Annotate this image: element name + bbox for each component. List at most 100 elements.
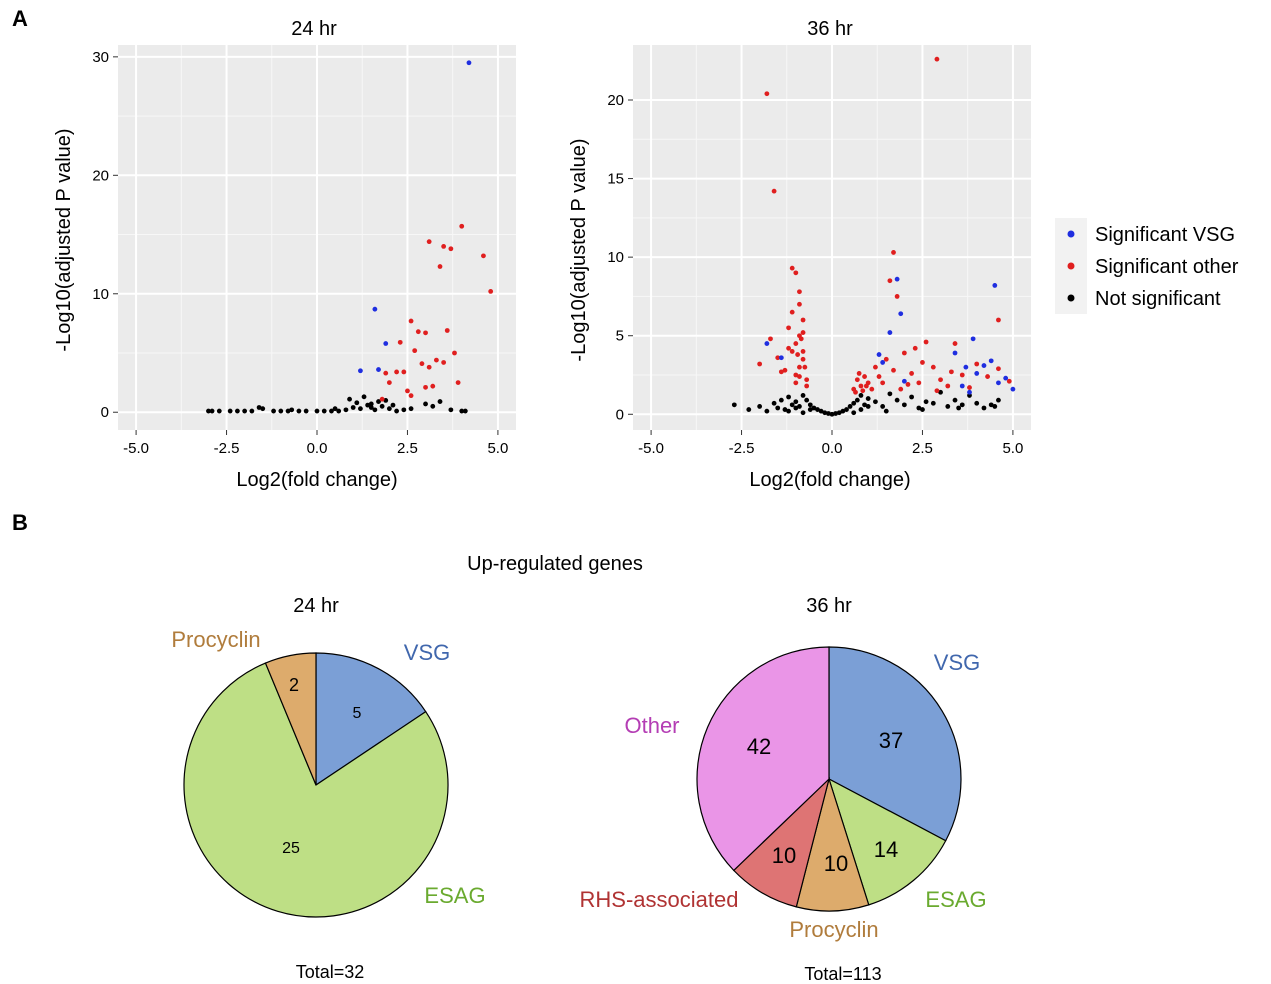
volcano-36hr-point-significant-other [891,250,896,255]
volcano-24hr-point-not-significant [271,408,276,414]
volcano-24hr-point-significant-other [441,360,447,365]
volcano-36hr-point-significant-other [876,374,882,379]
volcano-36hr-point-significant-other [789,309,795,315]
volcano-36hr-point-significant-other [793,270,799,276]
volcano-36hr-point-significant-other [952,341,958,346]
volcano-36hr-point-significant-other [800,330,806,335]
volcano-36hr-point-not-significant [851,400,857,406]
volcano-36hr-point-significant-vsg [764,341,770,346]
volcano-24hr-point-not-significant [368,401,374,407]
volcano-36hr-point-significant-other [883,356,889,362]
volcano-24hr-point-significant-other [408,318,414,324]
volcano-24hr-xtick-label: -2.5 [214,440,240,457]
volcano-36hr-point-significant-other [887,278,893,284]
volcano-24hr-point-significant-other [459,223,465,229]
volcano-24hr-point-not-significant [379,403,385,409]
volcano-24hr-point-significant-other [408,393,414,399]
volcano-36hr-point-not-significant [865,396,871,401]
volcano-36hr-point-significant-vsg [1003,375,1009,381]
volcano-36hr-point-significant-vsg [887,330,893,335]
volcano-36hr-point-not-significant [807,402,813,408]
volcano-36hr-point-significant-other [771,188,777,194]
volcano-36hr-point-not-significant [807,407,813,412]
pie-24hr-label-procyclin: Procyclin [171,627,260,652]
volcano-36hr-points [731,56,1016,417]
volcano-36hr-xtick-label: 2.5 [912,440,933,457]
volcano-36hr-point-not-significant [836,410,842,416]
volcano-24hr-point-not-significant [332,406,338,412]
volcano-36hr-point-significant-other [798,336,804,342]
volcano-36hr-point-significant-other [869,386,875,392]
volcano-36hr-point-significant-vsg [880,360,886,365]
volcano-36hr-point-significant-other [768,336,773,342]
volcano-36hr-point-significant-other [985,374,990,379]
volcano-24hr-point-not-significant [216,408,222,414]
volcano-24hr-point-significant-vsg [358,368,363,374]
volcano-36hr-point-significant-other [778,369,784,375]
volcano-36hr-point-significant-other [786,345,791,351]
volcano-36hr-point-not-significant [974,400,980,406]
volcano-36hr-point-significant-other [858,383,864,389]
volcano-36hr-point-significant-other [1006,378,1012,384]
volcano-36hr-point-significant-other [800,356,806,362]
volcano-36hr-point-significant-other [793,372,799,378]
volcano-24hr-point-not-significant [209,408,215,414]
volcano-36hr-point-significant-other [797,301,802,307]
volcano-36hr-point-significant-other [923,339,929,345]
pie-24hr-title: 24 hr [293,595,339,617]
legend-key-other [1067,262,1075,270]
volcano-36hr-point-not-significant [894,397,900,403]
volcano-36hr-point-not-significant [952,397,958,403]
pie-24hr-slices [183,652,449,918]
volcano-36hr-point-not-significant [873,399,878,405]
volcano-36hr-point-significant-other [795,352,801,357]
volcano-24hr-xtick-label: 0.0 [307,440,328,457]
volcano-36hr-point-not-significant [778,397,784,403]
volcano-36hr-point-not-significant [793,399,799,405]
volcano-36hr-point-not-significant [818,408,824,414]
volcano-36hr-point-significant-other [854,377,860,383]
volcano-24hr-point-significant-vsg [466,60,472,66]
volcano-36hr-xtick-label: 0.0 [822,440,843,457]
volcano-36hr-point-not-significant [822,410,828,416]
panel-b-letter: B [12,510,28,535]
volcano-36hr-ytick-label: 5 [616,328,624,345]
volcano-36hr-point-significant-other [797,364,802,370]
volcano-36hr-point-significant-vsg [996,380,1001,386]
volcano-24hr-point-not-significant [314,408,320,414]
volcano-24hr-point-not-significant [401,407,407,413]
volcano-36hr-point-significant-other [800,317,806,323]
volcano-24hr-ytick-label: 10 [92,286,109,303]
volcano-24hr-point-not-significant [343,407,349,413]
volcano-36hr-ytick-label: 10 [607,249,624,266]
volcano-24hr-point-not-significant [242,408,248,414]
pie-chart-24hr: 24 hr VSG ESAG Procyclin 5 25 2 Total=32 [171,595,485,982]
volcano-24hr-point-not-significant [350,405,356,410]
volcano-24hr-point-not-significant [206,408,211,414]
volcano-24hr-title: 24 hr [291,18,337,40]
volcano-36hr-ylabel: -Log10(adjusted P value) [568,138,590,361]
pie-24hr-slice-esag [183,662,449,918]
volcano-36hr-point-not-significant [771,400,777,406]
volcano-24hr-point-not-significant [394,408,399,414]
volcano-24hr-point-not-significant [336,408,342,414]
volcano-36hr-point-significant-other [938,377,943,383]
volcano-24hr-point-significant-other [441,243,447,249]
volcano-24hr-point-significant-other [430,383,436,389]
volcano-36hr-point-not-significant [793,405,799,411]
volcano-36hr-point-not-significant [847,404,853,409]
legend-label-vsg: Significant VSG [1095,224,1235,246]
volcano-36hr-point-significant-other [930,364,936,370]
volcano-36hr-point-not-significant [945,404,951,409]
volcano-24hr-point-not-significant [448,407,454,413]
volcano-36hr-point-not-significant [858,393,864,398]
volcano-36hr-point-significant-vsg [988,358,994,364]
pie-36hr-title: 36 hr [806,595,852,617]
volcano-36hr-point-significant-other [782,367,788,373]
volcano-36hr-point-not-significant [988,402,994,408]
pie-24hr-label-vsg: VSG [404,640,450,665]
pie-24hr-value-esag: 25 [282,840,300,857]
volcano-36hr-point-significant-other [945,383,951,389]
volcano-24hr-point-not-significant [249,408,255,414]
volcano-36hr-point-significant-vsg [901,378,907,384]
